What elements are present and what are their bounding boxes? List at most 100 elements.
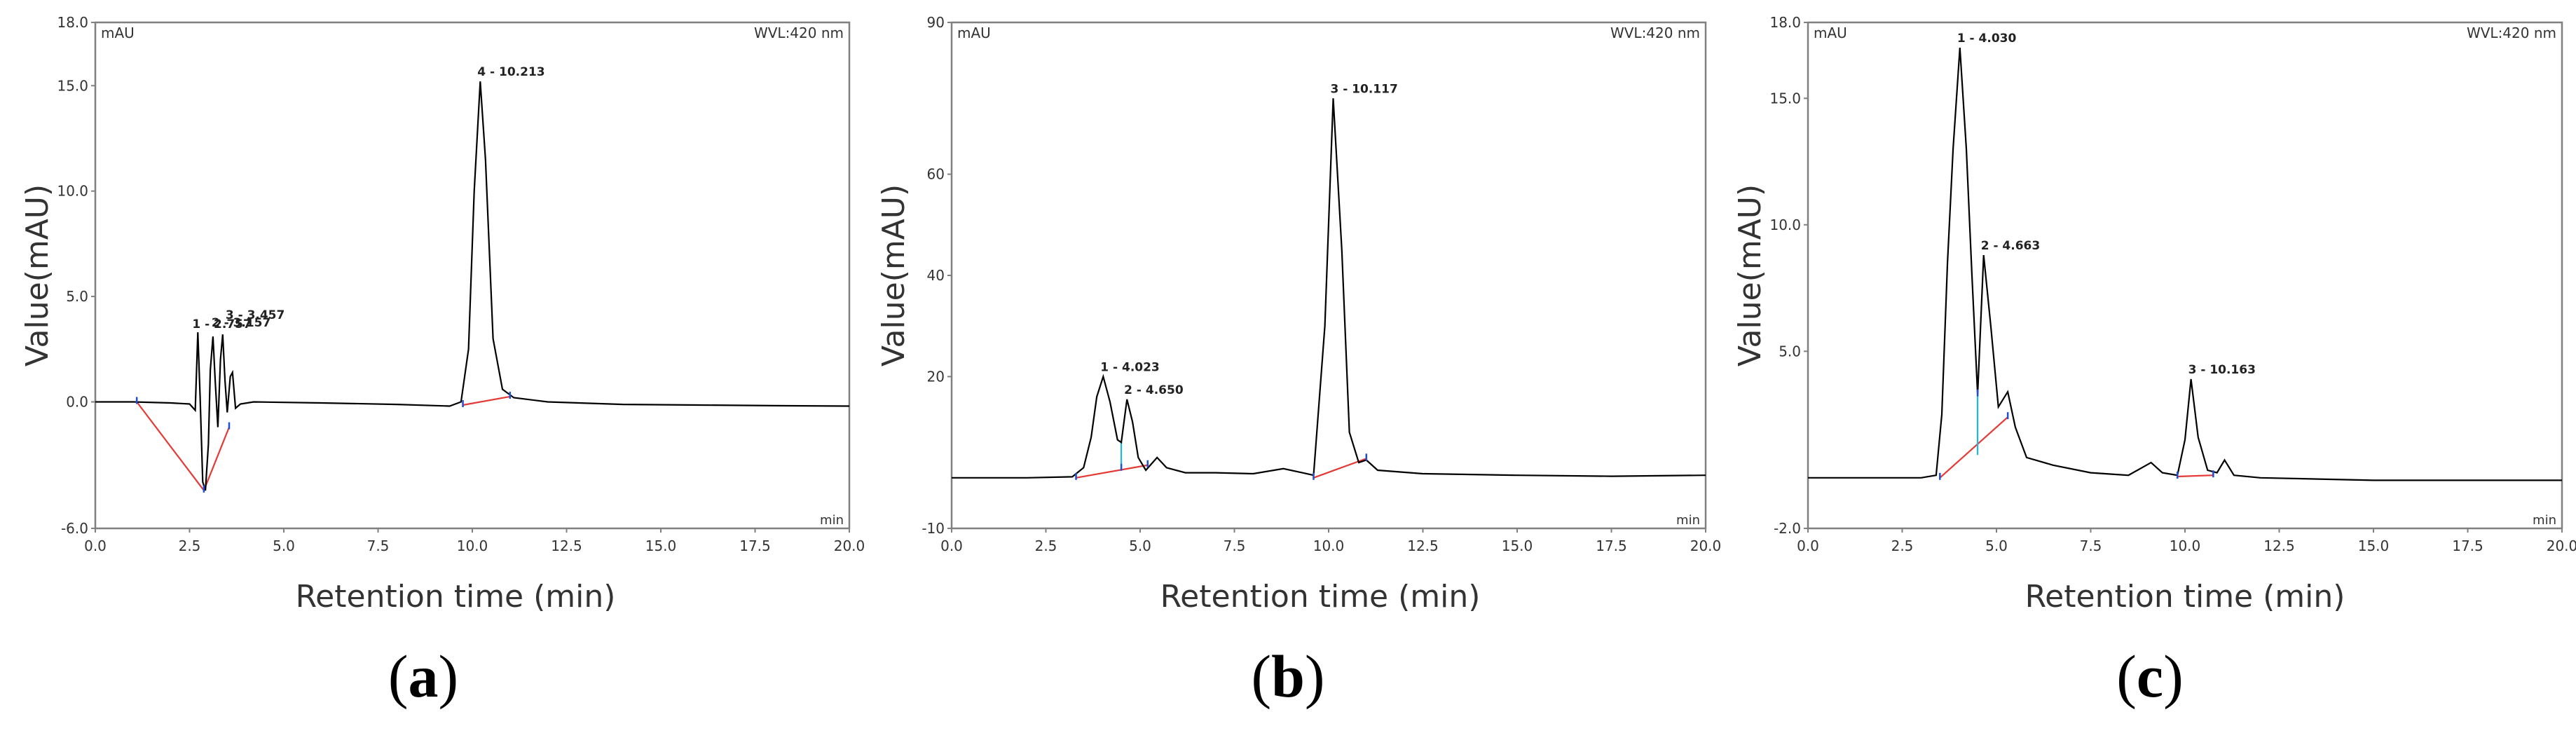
plot-frame bbox=[1807, 21, 2563, 530]
panel-c: mAU WVL:420 nm min -2.0 5.0 10.0 15.0 18.0 0… bbox=[1732, 14, 2576, 710]
peak-label: 2 - 3.157 bbox=[212, 316, 271, 330]
peak-label: 2 - 4.650 bbox=[1124, 383, 1184, 397]
y-ticks: -6.0 0.0 5.0 10.0 15.0 18.0 bbox=[57, 14, 95, 537]
x-axis-title: Retention time (min) bbox=[1160, 579, 1481, 615]
baselines bbox=[1939, 416, 2214, 479]
y-ticks: -10 20 40 60 90 bbox=[922, 14, 952, 537]
x-ticks: 0.0 2.5 5.0 7.5 10.0 12.5 15.0 17.5 20.0 bbox=[84, 528, 865, 554]
y-unit-label: mAU bbox=[1814, 25, 1847, 41]
chromatogram-trace bbox=[1808, 48, 2562, 481]
peak-label: 2 - 4.663 bbox=[1981, 239, 2041, 253]
x-axis-title: Retention time (min) bbox=[2025, 579, 2345, 615]
integration-markers bbox=[1939, 389, 2214, 480]
peak-labels: 1 - 4.030 2 - 4.663 3 - 10.163 bbox=[1957, 32, 2256, 377]
x-tick-label: 17.5 bbox=[739, 537, 771, 554]
x-ticks: 0.0 2.5 5.0 7.5 10.0 12.5 15.0 17.5 20.0 bbox=[940, 528, 1721, 554]
integration-markers bbox=[1075, 453, 1368, 480]
x-unit-label: min bbox=[2533, 513, 2556, 528]
y-tick-label: 0.0 bbox=[66, 394, 88, 411]
wavelength-label: WVL:420 nm bbox=[754, 25, 844, 41]
y-tick-label: 5.0 bbox=[66, 288, 88, 305]
peak-labels: 1 - 4.023 2 - 4.650 3 - 10.117 bbox=[1100, 82, 1398, 397]
x-tick-label: 20.0 bbox=[2547, 537, 2576, 554]
x-tick-label: 7.5 bbox=[367, 537, 390, 554]
integration-baseline bbox=[463, 395, 510, 406]
y-axis-title: Value(mAU) bbox=[876, 184, 912, 366]
panel-letter: b bbox=[1271, 643, 1305, 710]
integration-baseline bbox=[1076, 464, 1148, 479]
x-tick-label: 2.5 bbox=[179, 537, 201, 554]
y-tick-label: 10.0 bbox=[57, 183, 88, 200]
x-unit-label: min bbox=[1676, 513, 1700, 528]
integration-markers bbox=[135, 391, 512, 493]
panel-b: mAU WVL:420 nm min -10 20 40 60 90 0.0 2.5 5.0… bbox=[876, 14, 1721, 710]
integration-baseline bbox=[2177, 474, 2214, 478]
y-ticks: -2.0 5.0 10.0 15.0 18.0 bbox=[1769, 14, 1808, 537]
wavelength-label: WVL:420 nm bbox=[1610, 25, 1700, 41]
peak-label: 3 - 10.163 bbox=[2188, 363, 2256, 377]
peak-label: 1 - 2.757 bbox=[192, 317, 252, 331]
baselines bbox=[1076, 458, 1367, 479]
x-tick-label: 0.0 bbox=[940, 537, 963, 554]
integration-baseline bbox=[1313, 458, 1367, 479]
y-unit-label: mAU bbox=[957, 25, 991, 41]
y-tick-label: 15.0 bbox=[57, 77, 88, 94]
baselines bbox=[136, 395, 510, 491]
y-tick-label: 40 bbox=[927, 267, 945, 284]
y-tick-label: 60 bbox=[927, 166, 945, 183]
x-tick-label: 20.0 bbox=[834, 537, 865, 554]
x-tick-label: 10.0 bbox=[1313, 537, 1345, 554]
y-tick-label: 20 bbox=[927, 368, 945, 385]
x-tick-label: 0.0 bbox=[84, 537, 107, 554]
y-tick-label: -6.0 bbox=[61, 520, 88, 537]
peak-label: 1 - 4.023 bbox=[1100, 360, 1160, 374]
x-tick-label: 7.5 bbox=[2080, 537, 2102, 554]
integration-baseline bbox=[203, 427, 231, 491]
peak-label: 3 - 3.457 bbox=[226, 308, 285, 322]
y-tick-label: -10 bbox=[922, 520, 945, 537]
x-tick-label: 20.0 bbox=[1690, 537, 1722, 554]
x-tick-label: 5.0 bbox=[1985, 537, 2008, 554]
plot-frame bbox=[950, 21, 1707, 530]
y-axis-title: Value(mAU) bbox=[20, 184, 55, 366]
panel-a: mAU WVL:420 nm min -6.00.05.010.015.018.… bbox=[20, 14, 865, 710]
integration-baseline bbox=[136, 401, 205, 491]
y-tick-label: 10.0 bbox=[1769, 217, 1801, 233]
x-tick-label: 10.0 bbox=[2170, 537, 2201, 554]
x-tick-label: 10.0 bbox=[457, 537, 488, 554]
panel-caption: (b) bbox=[1251, 643, 1324, 710]
y-tick-label: 18.0 bbox=[1769, 14, 1801, 31]
y-tick-label: 5.0 bbox=[1779, 343, 1801, 359]
panel-letter: c bbox=[2137, 643, 2163, 710]
chromatogram-trace bbox=[952, 98, 1706, 479]
x-tick-label: 17.5 bbox=[2452, 537, 2483, 554]
x-tick-label: 12.5 bbox=[551, 537, 582, 554]
x-tick-label: 17.5 bbox=[1596, 537, 1627, 554]
x-tick-label: 12.5 bbox=[1407, 537, 1439, 554]
peak-label: 3 - 10.117 bbox=[1330, 82, 1397, 96]
panel-caption: (a) bbox=[388, 643, 458, 710]
y-tick-label: 18.0 bbox=[57, 14, 88, 31]
x-unit-label: min bbox=[820, 513, 844, 528]
x-ticks: 0.0 2.5 5.0 7.5 10.0 12.5 15.0 17.5 20.0 bbox=[1797, 528, 2576, 554]
x-tick-label: 15.0 bbox=[1502, 537, 1533, 554]
y-axis-title: Value(mAU) bbox=[1732, 184, 1768, 366]
chromatogram-trace bbox=[95, 81, 850, 491]
wavelength-label: WVL:420 nm bbox=[2467, 25, 2556, 41]
peak-label: 4 - 10.213 bbox=[477, 65, 544, 79]
y-tick-label: 90 bbox=[927, 14, 945, 31]
y-unit-label: mAU bbox=[101, 25, 135, 41]
x-axis-title: Retention time (min) bbox=[296, 579, 616, 615]
x-tick-label: 15.0 bbox=[2358, 537, 2390, 554]
x-tick-label: 0.0 bbox=[1797, 537, 1819, 554]
panel-caption: (c) bbox=[2116, 643, 2183, 710]
x-tick-label: 7.5 bbox=[1224, 537, 1246, 554]
x-tick-label: 2.5 bbox=[1891, 537, 1914, 554]
y-tick-label: 15.0 bbox=[1769, 90, 1801, 107]
x-tick-label: 15.0 bbox=[645, 537, 677, 554]
x-tick-label: 2.5 bbox=[1035, 537, 1057, 554]
x-tick-label: 5.0 bbox=[1129, 537, 1151, 554]
y-tick-label: -2.0 bbox=[1774, 520, 1801, 537]
